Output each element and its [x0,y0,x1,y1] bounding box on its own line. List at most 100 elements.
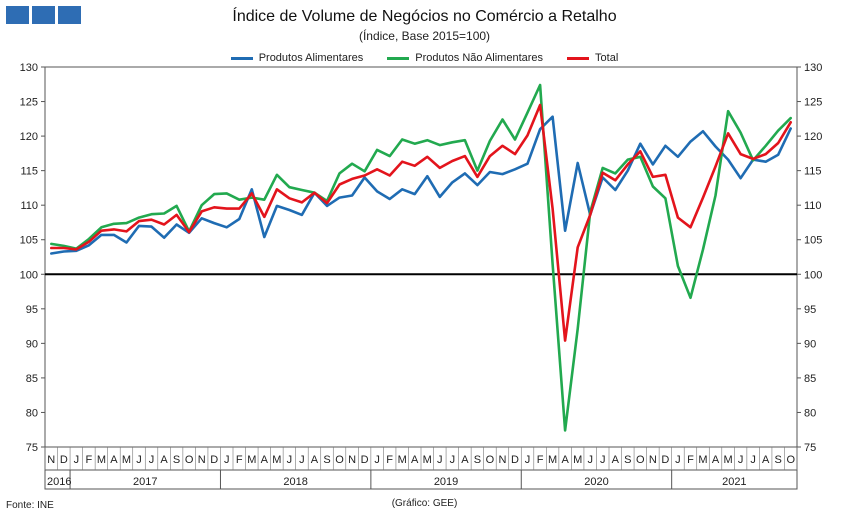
y-tick-label-right: 95 [804,304,816,316]
x-tick-label: A [461,454,469,466]
x-tick-label: J [287,454,293,466]
x-tick-label: J [224,454,230,466]
legend-item-nao-alimentares: Produtos Não Alimentares [387,52,543,64]
x-tick-label: N [498,454,506,466]
x-tick-label: J [374,454,380,466]
year-label: 2018 [283,476,307,488]
y-tick-label-right: 105 [804,235,822,247]
y-tick-label-right: 75 [804,442,816,454]
x-tick-label: O [185,454,194,466]
y-tick-label-right: 90 [804,338,816,350]
x-tick-label: S [624,454,631,466]
chart-subtitle: (Índice, Base 2015=100) [358,29,491,43]
legend-swatch [387,56,410,60]
x-tick-label: F [236,454,243,466]
series-line [49,115,793,255]
x-tick-label: M [247,454,256,466]
y-tick-label-left: 85 [26,373,38,385]
source-note: Fonte: INE [6,500,54,511]
y-tick-label-right: 80 [804,407,816,419]
legend-label: Produtos Não Alimentares [415,52,544,64]
x-tick-label: A [612,454,620,466]
x-tick-label: N [198,454,206,466]
y-tick-label-left: 80 [26,407,38,419]
x-tick-label: A [561,454,569,466]
x-tick-label: F [687,454,694,466]
x-tick-label: M [122,454,131,466]
x-tick-label: D [511,454,519,466]
series-line [49,103,793,342]
x-tick-label: A [160,454,168,466]
x-tick-label: O [486,454,495,466]
x-tick-label: M [723,454,732,466]
x-tick-label: F [537,454,544,466]
y-tick-label-left: 100 [20,269,38,281]
x-tick-label: O [786,454,795,466]
x-tick-label: J [675,454,681,466]
y-tick-label-left: 115 [20,166,38,178]
x-tick-label: M [97,454,106,466]
legend-swatch [567,56,590,60]
x-tick-label: O [335,454,344,466]
x-tick-label: J [74,454,80,466]
x-tick-label: M [573,454,582,466]
y-tick-label-left: 120 [20,131,38,143]
x-tick-label: S [323,454,330,466]
year-label: 2017 [133,476,157,488]
y-tick-label-left: 95 [26,304,38,316]
logo [6,6,81,24]
x-tick-label: J [299,454,305,466]
x-tick-label: S [775,454,782,466]
credit-note: (Gráfico: GEE) [391,498,458,509]
x-tick-label: S [474,454,481,466]
series-line [49,83,793,432]
y-tick-label-right: 125 [804,97,822,109]
x-tick-label: D [60,454,68,466]
legend-label: Total [595,52,619,64]
x-tick-label: J [136,454,142,466]
x-tick-label: F [386,454,393,466]
logo-square [58,6,81,24]
y-tick-label-right: 130 [804,62,822,74]
x-tick-label: N [649,454,657,466]
x-tick-label: F [85,454,92,466]
x-tick-label: A [411,454,419,466]
legend-item-alimentares: Produtos Alimentares [230,52,364,64]
x-tick-label: D [361,454,369,466]
y-tick-label-left: 75 [26,442,38,454]
x-tick-label: J [600,454,606,466]
y-tick-label-left: 110 [20,200,38,212]
plot-frame [44,66,798,490]
y-tick-label-right: 100 [804,269,822,281]
x-tick-label: J [437,454,443,466]
x-tick-label: J [738,454,744,466]
legend-item-total: Total [567,52,618,64]
x-tick-label: O [636,454,645,466]
x-tick-label: D [210,454,218,466]
y-tick-label-right: 120 [804,131,822,143]
y-tick-label-right: 85 [804,373,816,385]
x-tick-label: S [173,454,180,466]
x-tick-label: N [348,454,356,466]
x-tick-label: M [423,454,432,466]
x-tick-label: J [525,454,531,466]
x-tick-label: J [149,454,155,466]
x-tick-label: J [750,454,756,466]
x-tick-label: A [712,454,720,466]
year-label: 2021 [722,476,746,488]
x-tick-label: A [110,454,118,466]
x-tick-label: A [261,454,269,466]
y-tick-label-left: 90 [26,338,38,350]
chart-title: Índice de Volume de Negócios no Comércio… [232,8,617,25]
x-tick-label: D [661,454,669,466]
x-tick-label: A [762,454,770,466]
x-tick-label: A [311,454,319,466]
x-tick-label: N [47,454,55,466]
legend-swatch [230,56,253,60]
legend-label: Produtos Alimentares [258,52,364,64]
logo-square [6,6,29,24]
x-tick-label: M [548,454,557,466]
x-tick-label: M [398,454,407,466]
logo-square [32,6,55,24]
